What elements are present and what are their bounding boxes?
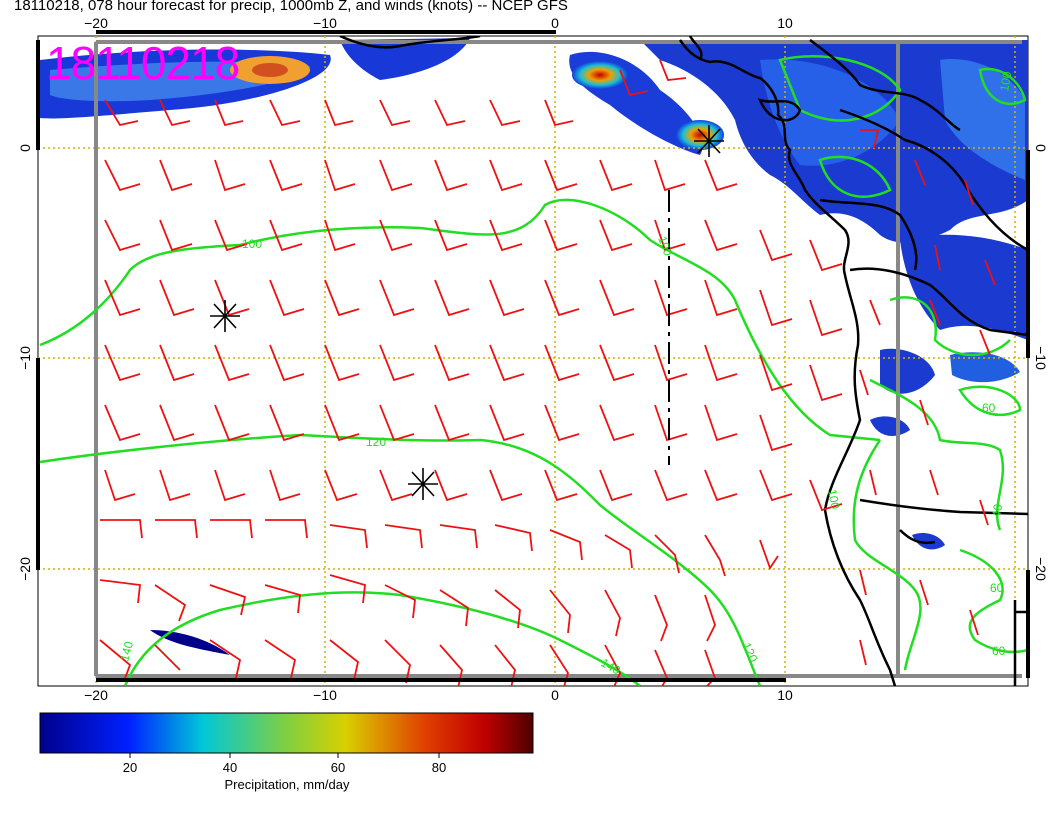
- coastlines: [339, 36, 1028, 686]
- contour-label: 100: [655, 234, 675, 258]
- x-axis-bottom: −20 −10 0 10: [84, 687, 793, 703]
- y-tick-label: −10: [17, 346, 33, 370]
- marker-2: [408, 468, 438, 500]
- contour-label: 100: [825, 488, 842, 510]
- y-axis-right: 0 −10 −20: [1033, 144, 1049, 581]
- contour-label: 100: [242, 237, 262, 251]
- colorbar-tick: 20: [123, 760, 137, 775]
- date-stamp: 18110218: [46, 37, 240, 89]
- x-tick-label: 0: [551, 687, 559, 703]
- contour-label: 120: [366, 435, 386, 449]
- x-tick-label: −20: [84, 15, 108, 31]
- y-tick-label: 0: [1033, 144, 1049, 152]
- colorbar-tick: 80: [432, 760, 446, 775]
- marker-1: [210, 300, 240, 332]
- y-tick-label: −10: [1033, 346, 1049, 370]
- inner-frame: [94, 40, 1022, 678]
- geopotential-contours: [39, 55, 1028, 686]
- contour-label: 60: [982, 401, 996, 415]
- y-tick-label: −20: [17, 557, 33, 581]
- axis-border-bars: [36, 30, 1030, 682]
- colorbar-tick: 60: [331, 760, 345, 775]
- x-tick-label: 10: [777, 15, 793, 31]
- colorbar-label: Precipitation, mm/day: [225, 777, 350, 792]
- contour-label: 60: [992, 644, 1006, 658]
- contour-labels: 100 120 140 100 120 140 60 60 60 40 100 …: [117, 70, 1014, 678]
- x-tick-label: 10: [777, 687, 793, 703]
- y-tick-label: 0: [17, 144, 33, 152]
- wind-barbs: [99, 59, 996, 686]
- map-title: 18110218, 078 hour forecast for precip, …: [14, 0, 568, 14]
- x-tick-label: 0: [551, 15, 559, 31]
- contour-label: 100: [997, 70, 1014, 92]
- x-tick-label: −10: [313, 15, 337, 31]
- y-tick-label: −20: [1033, 557, 1049, 581]
- y-axis-left: 0 −10 −20: [17, 144, 33, 581]
- colorbar-tick: 40: [223, 760, 237, 775]
- lat-lon-grid: [38, 36, 1028, 686]
- asterisk-markers: [210, 125, 724, 500]
- contour-label: 140: [117, 639, 136, 662]
- precip-colorbar: 20 40 60 80 Precipitation, mm/day: [39, 712, 534, 792]
- contour-label: 60: [990, 581, 1004, 595]
- x-axis-top: −20 −10 0 10: [84, 15, 793, 31]
- x-tick-label: −10: [313, 687, 337, 703]
- x-tick-label: −20: [84, 687, 108, 703]
- precipitation-field: [40, 38, 1028, 655]
- marker-3: [694, 125, 724, 157]
- contour-label: 40: [989, 503, 1005, 519]
